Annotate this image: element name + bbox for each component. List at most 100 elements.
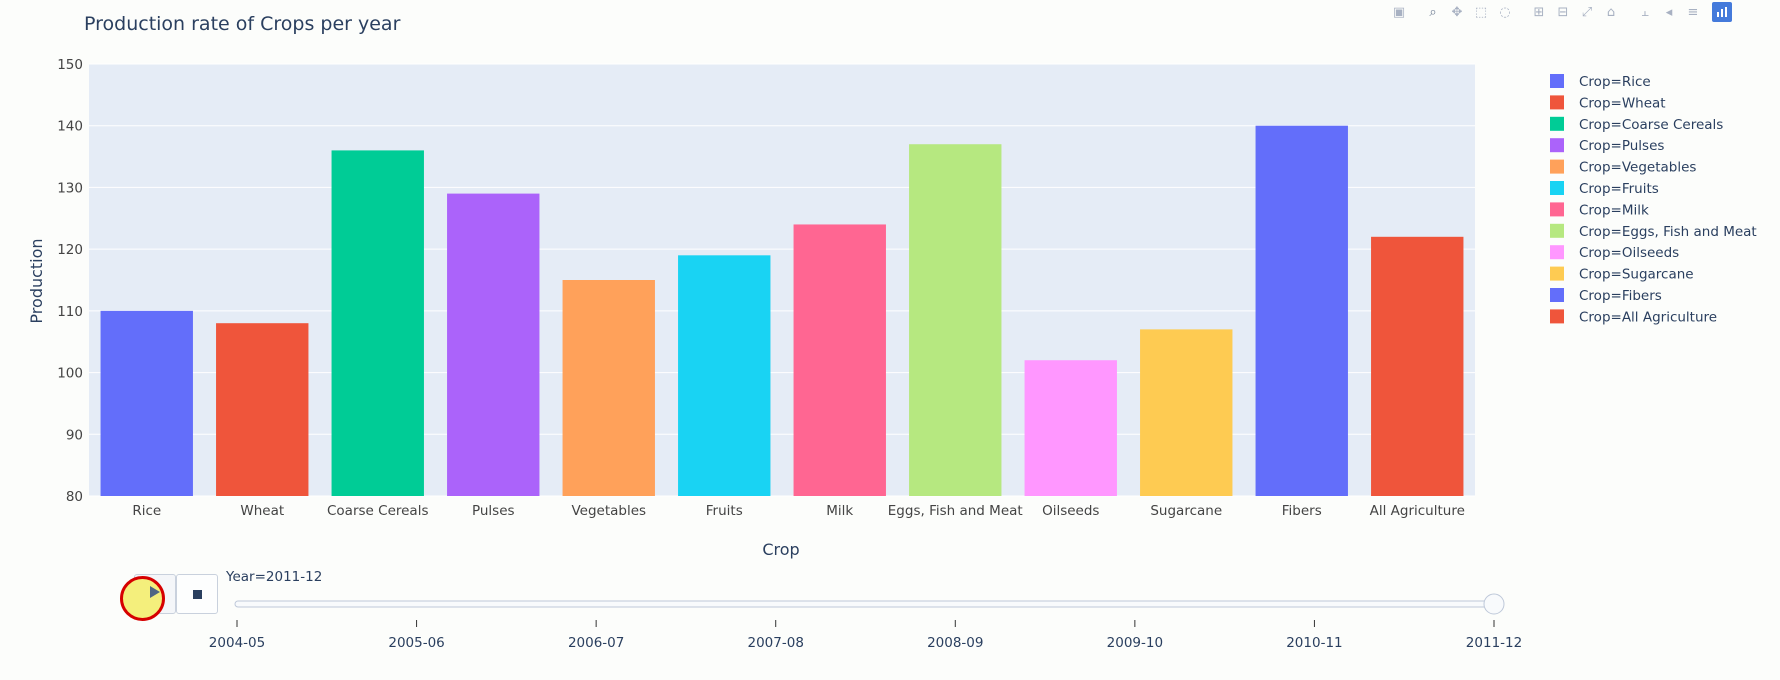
legend-label: Crop=Coarse Cereals — [1579, 117, 1723, 133]
zoom-icon[interactable]: ⌕ — [1429, 4, 1437, 20]
bar[interactable] — [331, 150, 424, 496]
slider-step-label[interactable]: 2008-09 — [927, 635, 983, 651]
y-tick-label: 80 — [66, 489, 83, 505]
x-tick-label: Fibers — [1282, 503, 1322, 519]
y-tick-label: 110 — [57, 304, 83, 320]
autoscale-icon[interactable]: ⤢ — [1581, 4, 1593, 20]
slider-step-label[interactable]: 2011-12 — [1466, 635, 1522, 651]
zoom-out-icon[interactable]: ⊟ — [1557, 4, 1569, 20]
legend-label: Crop=Vegetables — [1579, 160, 1696, 176]
slider-step-label[interactable]: 2005-06 — [388, 635, 444, 651]
legend-item[interactable]: Crop=Fruits — [1550, 181, 1659, 197]
play-button-highlight[interactable] — [120, 576, 165, 621]
legend-swatch — [1550, 138, 1564, 153]
x-axis: Rice Wheat Coarse Cereals Pulses Vegetables F… — [132, 503, 1465, 519]
legend-swatch — [1550, 116, 1564, 131]
legend: Crop=Rice Crop=Wheat Crop=Coarse Cereals Cr… — [1550, 74, 1757, 325]
x-tick-label: Vegetables — [571, 503, 646, 519]
bar[interactable] — [1255, 125, 1348, 496]
legend-swatch — [1550, 223, 1564, 238]
hover-compare-icon[interactable]: ≡ — [1687, 4, 1699, 20]
hover-closest-icon[interactable]: ◂ — [1665, 4, 1673, 20]
slider-step-label[interactable]: 2007-08 — [748, 635, 804, 651]
bar[interactable] — [678, 255, 771, 496]
legend-swatch — [1550, 95, 1564, 110]
legend-swatch — [1550, 309, 1564, 324]
stop-button[interactable] — [176, 574, 218, 614]
legend-item[interactable]: Crop=Coarse Cereals — [1550, 116, 1723, 133]
pan-icon[interactable]: ✥ — [1451, 4, 1463, 20]
bar[interactable] — [793, 224, 886, 496]
slider-handle[interactable] — [1483, 593, 1505, 615]
legend-item[interactable]: Crop=Milk — [1550, 202, 1649, 218]
x-tick-label: Coarse Cereals — [327, 503, 429, 519]
y-tick-label: 100 — [57, 366, 83, 382]
legend-label: Crop=All Agriculture — [1579, 309, 1717, 325]
modebar: ▣ ⌕ ✥ ⬚ ◌ ⊞ ⊟ ⤢ ⌂ ⫠ ◂ ≡ — [1388, 2, 1732, 22]
legend-item[interactable]: Crop=Oilseeds — [1550, 245, 1679, 261]
y-tick-label: 150 — [57, 57, 83, 73]
bar[interactable] — [100, 310, 193, 496]
bar[interactable] — [562, 280, 655, 496]
x-tick-label: All Agriculture — [1370, 503, 1465, 519]
x-tick-label: Oilseeds — [1042, 503, 1099, 519]
camera-icon[interactable]: ▣ — [1392, 4, 1406, 20]
legend-swatch — [1550, 74, 1564, 88]
y-tick-label: 140 — [57, 119, 83, 135]
year-slider[interactable]: Year=2011-12 2004-05 2005-06 2006-07 2007-0… — [209, 569, 1522, 651]
legend-item[interactable]: Crop=Sugarcane — [1550, 266, 1694, 283]
legend-swatch — [1550, 266, 1564, 281]
x-tick-label: Rice — [132, 503, 161, 519]
legend-item[interactable]: Crop=Fibers — [1550, 288, 1662, 304]
plotly-logo-icon[interactable] — [1712, 2, 1732, 22]
legend-item[interactable]: Crop=Eggs, Fish and Meat — [1550, 223, 1757, 240]
legend-label: Crop=Eggs, Fish and Meat — [1579, 224, 1757, 240]
legend-swatch — [1550, 288, 1564, 302]
x-tick-label: Pulses — [472, 503, 515, 519]
slider-step-label[interactable]: 2010-11 — [1286, 635, 1342, 651]
plot-area — [89, 63, 1475, 497]
legend-item[interactable]: Crop=Vegetables — [1550, 159, 1696, 176]
spike-lines-icon[interactable]: ⫠ — [1641, 4, 1649, 20]
slider-step-label[interactable]: 2004-05 — [209, 635, 265, 651]
lasso-icon[interactable]: ◌ — [1499, 4, 1511, 20]
bar[interactable] — [1024, 360, 1117, 496]
bar[interactable] — [216, 323, 309, 496]
y-tick-label: 90 — [66, 427, 83, 443]
x-tick-label: Eggs, Fish and Meat — [888, 503, 1023, 519]
y-axis-title: Production — [27, 238, 46, 323]
legend-item[interactable]: Crop=Pulses — [1550, 138, 1664, 154]
bar[interactable] — [1371, 236, 1464, 497]
legend-label: Crop=Pulses — [1579, 138, 1664, 154]
stop-icon — [192, 589, 202, 599]
legend-label: Crop=Wheat — [1579, 95, 1666, 111]
slider-step-label[interactable]: 2009-10 — [1107, 635, 1163, 651]
x-axis-title: Crop — [762, 540, 799, 559]
legend-label: Crop=Fibers — [1579, 288, 1662, 304]
slider-step-label[interactable]: 2006-07 — [568, 635, 624, 651]
legend-item[interactable]: Crop=All Agriculture — [1550, 309, 1717, 325]
home-icon[interactable]: ⌂ — [1606, 4, 1616, 20]
bar[interactable] — [1140, 329, 1233, 496]
box-select-icon[interactable]: ⬚ — [1474, 4, 1488, 20]
slider-rail[interactable] — [234, 600, 1497, 608]
x-tick-label: Wheat — [240, 503, 284, 519]
legend-swatch — [1550, 202, 1564, 217]
zoom-in-icon[interactable]: ⊞ — [1533, 4, 1545, 20]
legend-swatch — [1550, 245, 1564, 260]
legend-item[interactable]: Crop=Rice — [1550, 74, 1651, 90]
bar[interactable] — [447, 193, 540, 496]
legend-swatch — [1550, 159, 1564, 174]
legend-item[interactable]: Crop=Wheat — [1550, 95, 1666, 111]
legend-label: Crop=Oilseeds — [1579, 245, 1679, 261]
bar[interactable] — [909, 144, 1002, 496]
legend-label: Crop=Fruits — [1579, 181, 1659, 197]
bars — [100, 125, 1464, 497]
x-tick-label: Fruits — [706, 503, 743, 519]
plot-background — [89, 64, 1475, 496]
legend-label: Crop=Sugarcane — [1579, 267, 1694, 283]
x-tick-label: Sugarcane — [1150, 503, 1222, 519]
legend-label: Crop=Milk — [1579, 202, 1649, 218]
x-tick-label: Milk — [826, 503, 853, 519]
